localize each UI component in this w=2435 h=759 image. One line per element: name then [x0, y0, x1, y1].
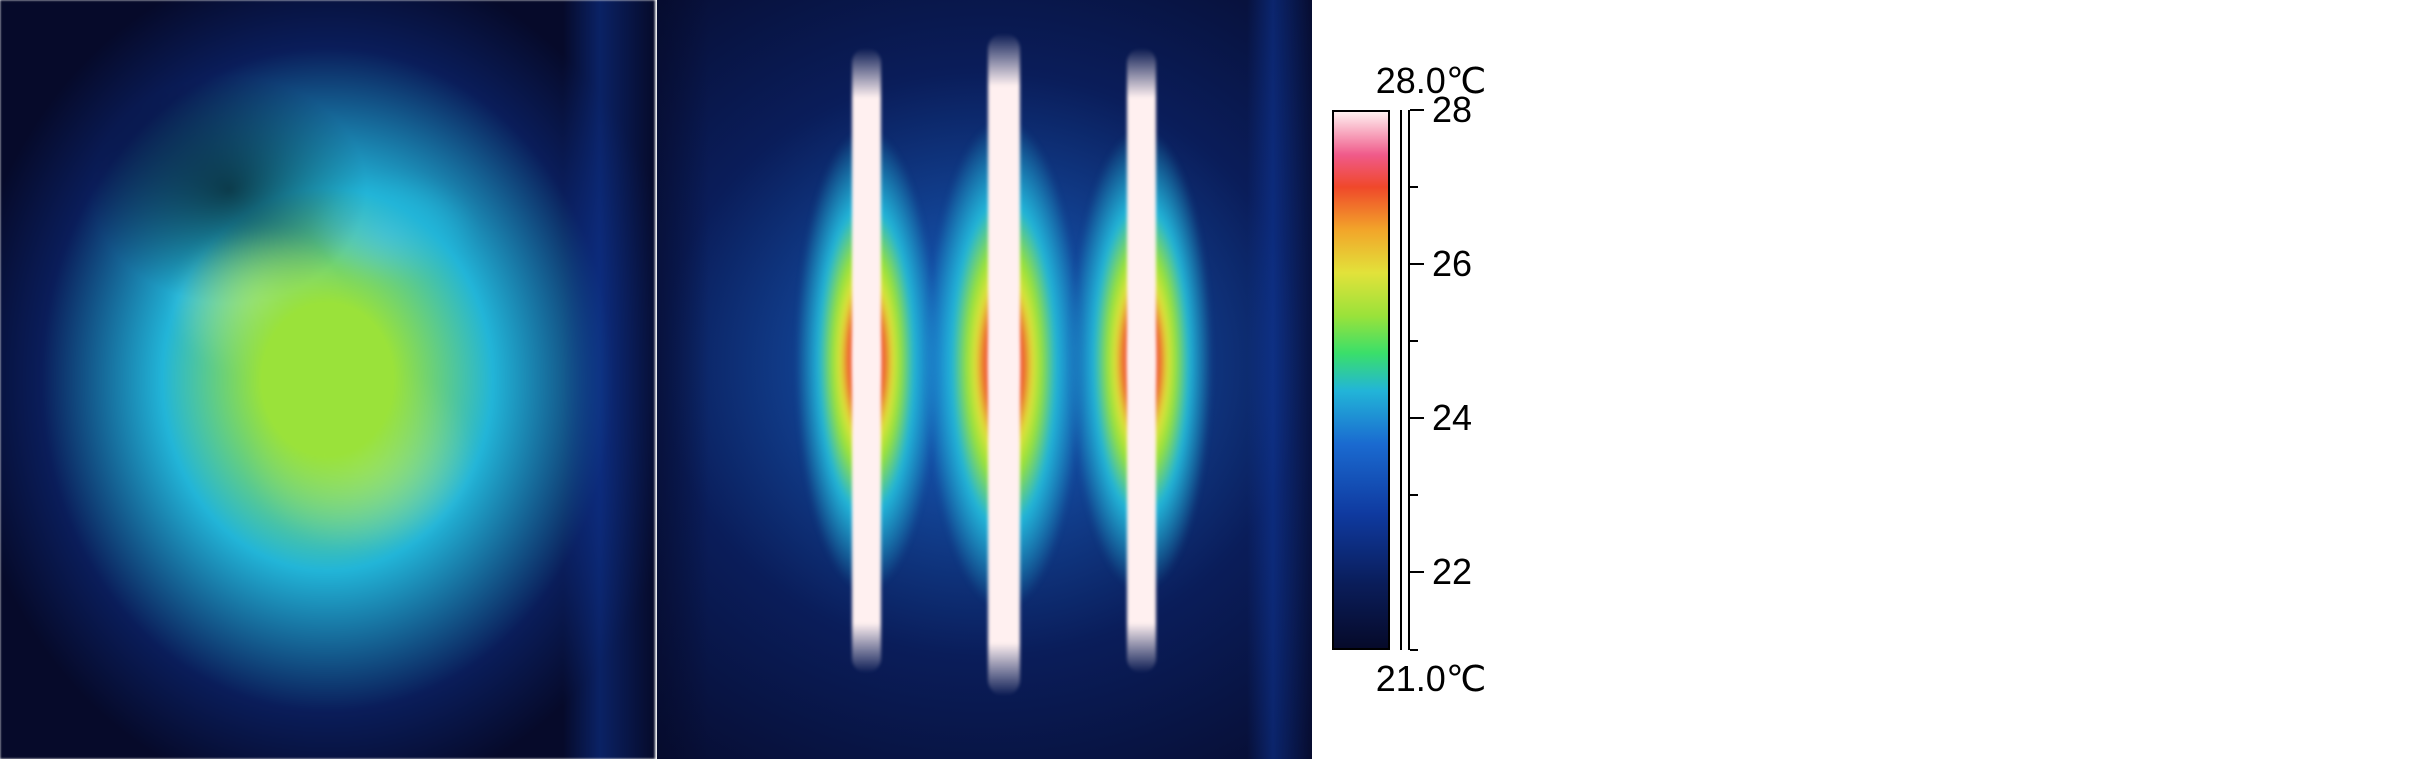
colorbar-tick: 26: [1410, 243, 1472, 285]
thermal-image-right: [657, 0, 1312, 759]
tick-mark: [1410, 571, 1424, 573]
colorbar-bottom-label: 21.0℃: [1376, 658, 1487, 700]
figure-container: 28.0℃ 28262422 21.0℃: [0, 0, 2435, 759]
colorbar-minor-tick: [1410, 494, 1418, 496]
tick-mark: [1410, 109, 1424, 111]
tick-label: 22: [1432, 551, 1472, 593]
tick-label: 26: [1432, 243, 1472, 285]
colorbar-gradient: [1332, 110, 1390, 650]
colorbar-tick: 28: [1410, 89, 1472, 131]
colorbar-minor-tick: [1410, 186, 1418, 188]
tick-mark: [1410, 494, 1418, 496]
colorbar-ticks: 28262422: [1410, 110, 1530, 650]
colorbar-tick: 22: [1410, 551, 1472, 593]
colorbar-row: 28262422: [1332, 110, 1530, 650]
tick-mark: [1410, 340, 1418, 342]
colorbar-minor-tick: [1410, 340, 1418, 342]
colorbar-area: 28.0℃ 28262422 21.0℃: [1312, 0, 1550, 759]
colorbar-axis: 28262422: [1400, 110, 1530, 650]
thermal-image-left: [0, 0, 655, 759]
tick-label: 28: [1432, 89, 1472, 131]
tick-mark: [1410, 186, 1418, 188]
colorbar-inner: 28.0℃ 28262422 21.0℃: [1332, 60, 1530, 700]
colorbar-tick: 24: [1410, 397, 1472, 439]
tick-mark: [1410, 417, 1424, 419]
tick-mark: [1410, 649, 1418, 651]
tick-label: 24: [1432, 397, 1472, 439]
tick-mark: [1410, 263, 1424, 265]
colorbar-minor-tick: [1410, 649, 1418, 651]
